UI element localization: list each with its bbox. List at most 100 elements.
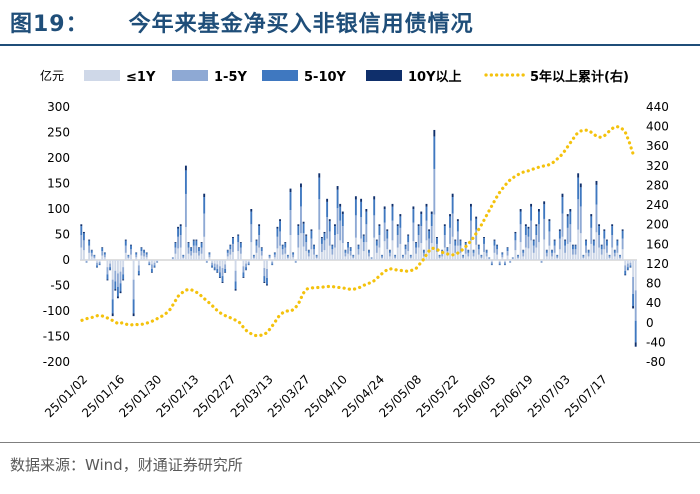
bar-segment xyxy=(305,235,308,243)
bar-segment xyxy=(488,258,491,260)
bar-segment xyxy=(143,256,146,260)
bar-segment xyxy=(268,258,271,260)
bar-segment xyxy=(566,214,569,217)
bar-segment xyxy=(182,256,185,259)
bar-segment xyxy=(362,251,365,260)
bar-segment xyxy=(266,260,268,269)
legend-label: 5年以上累计(右) xyxy=(530,69,629,85)
bar-segment xyxy=(334,224,336,227)
bar-segment xyxy=(386,230,389,239)
bar-segment xyxy=(368,252,370,257)
bar-segment xyxy=(260,247,263,252)
bar-segment xyxy=(598,224,601,227)
bar-segment xyxy=(347,247,349,254)
bar-segment xyxy=(477,254,480,260)
bar-segment xyxy=(263,268,266,277)
bar-segment xyxy=(237,235,240,243)
bar-segment xyxy=(127,256,130,259)
bar-segment xyxy=(263,281,266,283)
bar-segment xyxy=(328,231,331,246)
bar-segment xyxy=(305,234,308,236)
bar-segment xyxy=(184,170,187,194)
bar-segment xyxy=(130,249,132,255)
bar-segment xyxy=(279,231,281,246)
bar-segment xyxy=(532,245,535,253)
bar-segment xyxy=(579,233,582,260)
bar-segment xyxy=(255,240,258,246)
bar-segment xyxy=(195,245,198,253)
bar-segment xyxy=(85,260,88,261)
bar-segment xyxy=(365,209,368,212)
bar-segment xyxy=(258,224,261,227)
bar-segment xyxy=(456,221,459,232)
bar-segment xyxy=(509,260,512,262)
bar-segment xyxy=(281,244,284,246)
bar-segment xyxy=(490,260,493,262)
bar-segment xyxy=(577,177,580,200)
bar-segment xyxy=(498,261,501,264)
bar-segment xyxy=(250,209,253,212)
bar-segment xyxy=(334,226,336,236)
bar-segment xyxy=(422,250,425,253)
bar-segment xyxy=(260,255,263,260)
bar-segment xyxy=(375,245,378,253)
bar-segment xyxy=(221,281,224,283)
bar-segment xyxy=(156,260,159,262)
bar-segment xyxy=(250,224,253,243)
bar-segment xyxy=(179,235,182,248)
bar-segment xyxy=(80,224,83,227)
bar-segment xyxy=(245,269,247,271)
bar-segment xyxy=(109,267,112,270)
bar-segment xyxy=(420,243,423,260)
bar-segment xyxy=(336,186,339,190)
bar-segment xyxy=(365,224,368,243)
bar-segment xyxy=(286,255,289,257)
bar-segment xyxy=(268,256,271,259)
bar-segment xyxy=(477,249,480,255)
bar-segment xyxy=(334,247,336,260)
bar-segment xyxy=(106,267,109,275)
bar-segment xyxy=(339,206,342,221)
bar-segment xyxy=(530,240,533,260)
bar-segment xyxy=(239,253,242,260)
bar-segment xyxy=(239,247,242,254)
bar-segment xyxy=(137,270,140,275)
bar-segment xyxy=(587,250,590,253)
bar-segment xyxy=(190,247,193,252)
bar-segment xyxy=(608,258,611,260)
bar-segment xyxy=(315,255,318,257)
bar-segment xyxy=(504,263,506,265)
bar-segment xyxy=(242,276,245,278)
bar-segment xyxy=(232,238,234,244)
bar-segment xyxy=(328,221,331,232)
bar-segment xyxy=(140,251,143,256)
bar-segment xyxy=(177,248,179,260)
bar-segment xyxy=(543,204,546,219)
bar-segment xyxy=(443,235,446,248)
bar-segment xyxy=(391,220,394,241)
bar-segment xyxy=(485,252,488,257)
bar-segment xyxy=(443,224,446,227)
bar-segment xyxy=(143,250,146,253)
bar-segment xyxy=(616,245,619,253)
bar-segment xyxy=(203,197,206,214)
bar-segment xyxy=(184,226,187,260)
bar-segment xyxy=(200,242,203,244)
bar-segment xyxy=(98,263,101,265)
bar-segment xyxy=(428,229,431,231)
bar-segment xyxy=(441,249,444,251)
bar-segment xyxy=(556,256,559,259)
bar-segment xyxy=(381,255,383,257)
bar-segment xyxy=(409,255,412,257)
bar-segment xyxy=(279,219,281,222)
bar-segment xyxy=(394,256,397,259)
bar-segment xyxy=(480,258,483,260)
bar-segment xyxy=(103,254,106,258)
bar-segment xyxy=(545,250,548,253)
bar-segment xyxy=(344,256,347,260)
bar-segment xyxy=(621,229,624,231)
bar-segment xyxy=(449,243,451,260)
bar-segment xyxy=(428,238,431,250)
bar-segment xyxy=(592,252,595,260)
left-axis-tick-label: 300 xyxy=(47,100,70,114)
